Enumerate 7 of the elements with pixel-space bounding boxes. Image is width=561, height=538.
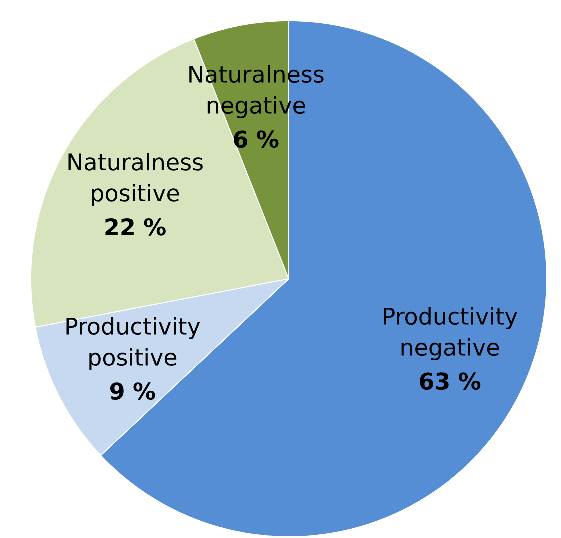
slice-label: Productivity positive: [66, 317, 200, 371]
slice-label: Naturalness positive: [68, 153, 203, 206]
data-label: 22 %: [106, 218, 166, 236]
slice-label: Productivity negative: [384, 307, 518, 361]
data-label: 9 %: [110, 382, 156, 400]
data-label: 6 %: [234, 130, 279, 148]
data-label: 63 %: [420, 372, 481, 390]
